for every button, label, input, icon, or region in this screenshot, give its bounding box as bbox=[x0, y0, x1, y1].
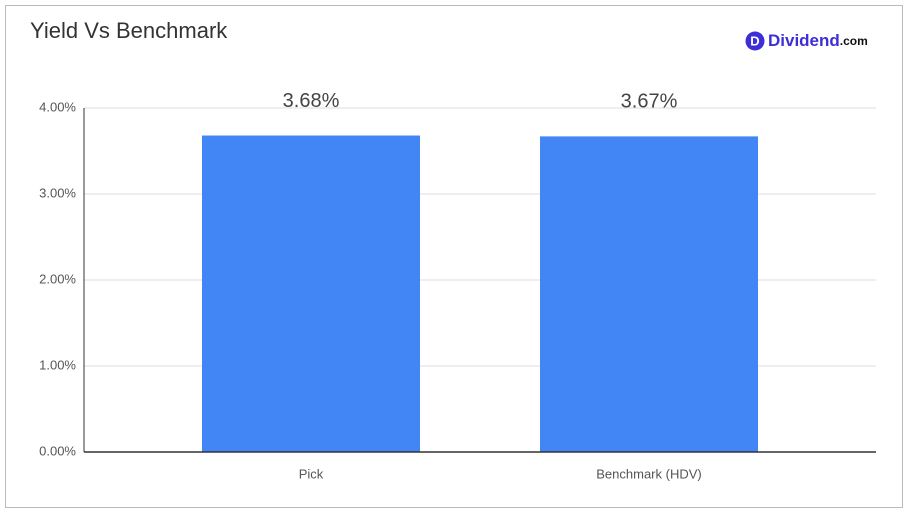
frame bbox=[5, 5, 903, 508]
chart-title: Yield Vs Benchmark bbox=[30, 18, 228, 43]
logo-word: Dividend bbox=[768, 31, 840, 50]
logo-icon-bg bbox=[745, 31, 765, 51]
logo: D Dividend.com bbox=[745, 31, 868, 51]
y-tick-label: 3.00% bbox=[39, 185, 76, 200]
bar bbox=[202, 135, 420, 452]
x-tick-label: Benchmark (HDV) bbox=[596, 466, 701, 481]
y-tick-label: 0.00% bbox=[39, 443, 76, 458]
y-tick-label: 4.00% bbox=[39, 99, 76, 114]
y-tick-label: 1.00% bbox=[39, 357, 76, 372]
value-label: 3.67% bbox=[621, 91, 678, 113]
y-tick-label: 2.00% bbox=[39, 271, 76, 286]
x-tick-label: Pick bbox=[299, 466, 324, 481]
value-label: 3.68% bbox=[283, 90, 340, 112]
logo-icon: D bbox=[750, 33, 759, 48]
logo-name: Dividend.com bbox=[768, 31, 868, 50]
bar bbox=[540, 136, 758, 452]
logo-suffix: .com bbox=[840, 34, 868, 48]
